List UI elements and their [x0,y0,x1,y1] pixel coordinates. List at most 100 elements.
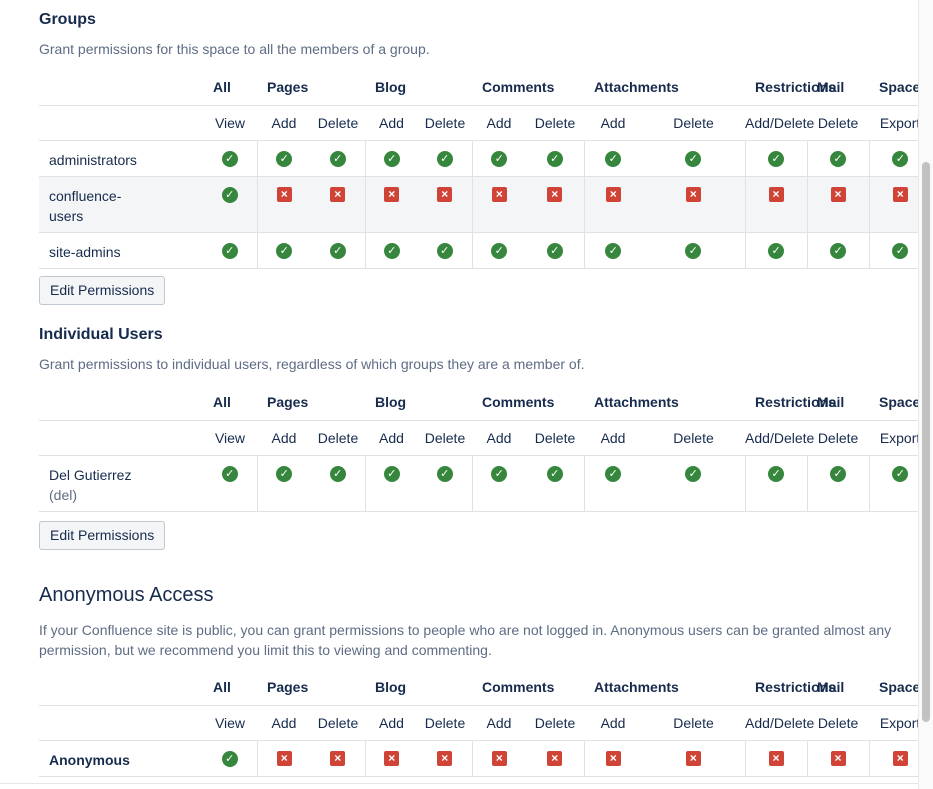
category-header-row: All Pages Blog Comments Attachments Restricti… [39,70,918,105]
permission-header-add: Add [472,104,527,140]
x-square-icon: × [384,187,400,203]
permission-header-view: View [203,419,257,455]
name-subheader [39,704,203,740]
scrollbar-thumb[interactable] [922,162,930,722]
permission-cell: × [471,175,527,232]
check-circle-icon: ✓ [329,242,346,259]
permission-cell: × [418,739,473,777]
category-header-mail: Mail [817,79,845,96]
check-circle-icon: ✓ [221,750,238,767]
permission-header-add: Add [365,704,418,740]
permission-header-add: Add [257,104,311,140]
permission-header-add-delete: Add/Delete [745,104,814,140]
check-circle-icon: ✓ [685,465,702,482]
check-circle-icon: ✓ [830,150,847,167]
permission-cell: ✓ [744,454,808,512]
permission-cell: ✓ [806,454,870,512]
permission-cell: × [418,175,473,232]
permission-header-delete: Delete [807,104,870,140]
entity-name-text: Anonymous [49,751,130,768]
check-circle-icon: ✓ [329,150,346,167]
x-square-icon: × [685,751,701,767]
permission-cell: ✓ [311,139,365,176]
x-square-icon: × [330,751,346,767]
x-square-icon: × [892,751,908,767]
permission-header-delete: Delete [418,419,473,455]
category-header-pages: Pages [267,79,309,96]
check-circle-icon: ✓ [383,242,400,259]
check-circle-icon: ✓ [892,150,909,167]
check-circle-icon: ✓ [276,150,293,167]
check-circle-icon: ✓ [546,465,563,482]
permission-cell: ✓ [203,139,257,176]
check-circle-icon: ✓ [436,242,453,259]
permission-cell: ✓ [256,231,311,269]
x-square-icon: × [685,187,701,203]
entity-name-text: administrators [49,151,137,168]
permission-cell: × [311,739,365,777]
check-circle-icon: ✓ [221,186,238,203]
groups-entity-name: administrators [39,139,203,176]
permission-cell: ✓ [806,139,870,176]
permission-cell: ✓ [471,139,527,176]
check-circle-icon: ✓ [491,465,508,482]
entity-name-line: users [49,207,84,224]
check-circle-icon: ✓ [383,465,400,482]
category-header-restrictions: Restrictions [755,394,836,411]
category-header-pages: Pages [267,679,309,696]
groups-heading: Groups [39,11,96,28]
vertical-scrollbar[interactable] [918,0,933,789]
check-circle-icon: ✓ [892,465,909,482]
x-square-icon: × [276,187,292,203]
x-square-icon: × [276,751,292,767]
category-header-space: Space [879,394,918,411]
check-circle-icon: ✓ [546,242,563,259]
permission-header-add: Add [584,104,643,140]
permission-cell: ✓ [256,139,311,176]
permission-cell: × [526,175,585,232]
entity-name-text: site-admins [49,243,121,260]
permission-cell: ✓ [364,231,418,269]
permission-cell: ✓ [471,454,527,512]
check-circle-icon: ✓ [892,242,909,259]
category-header-pages: Pages [267,394,309,411]
permission-header-add-delete: Add/Delete [745,704,814,740]
check-circle-icon: ✓ [768,150,785,167]
permission-cell: × [256,739,311,777]
check-circle-icon: ✓ [546,150,563,167]
check-circle-icon: ✓ [768,242,785,259]
x-square-icon: × [605,187,621,203]
category-header-blog: Blog [375,679,407,696]
category-header-row: All Pages Blog Comments Attachments Restricti… [39,670,918,705]
permission-cell: × [806,739,870,777]
permission-cell: ✓ [418,231,473,269]
groups-entity-name: site-admins [39,231,203,269]
permission-header-add: Add [472,704,527,740]
permission-cell: ✓ [418,454,473,512]
permission-header-delete: Delete [642,704,746,740]
permission-cell: ✓ [311,454,365,512]
name-column-header [39,70,203,105]
permission-cell: × [806,175,870,232]
permission-cell: ✓ [744,139,808,176]
category-header-all: All [213,79,231,96]
check-circle-icon: ✓ [276,242,293,259]
permission-header-delete: Delete [418,704,473,740]
groups-edit-permissions-button[interactable]: Edit Permissions [39,276,166,305]
groups-description: Grant permissions for this space to all … [39,41,430,57]
x-square-icon: × [892,187,908,203]
permission-cell: ✓ [526,231,585,269]
permission-cell: ✓ [868,454,918,512]
entity-name-line: confluence- [49,187,122,204]
permission-cell: ✓ [806,231,870,269]
permission-cell: × [364,739,418,777]
permission-cell: ✓ [364,454,418,512]
groups-permissions-table: All Pages Blog Comments Attachments Restricti… [39,70,918,269]
check-circle-icon: ✓ [491,150,508,167]
users-edit-permissions-button[interactable]: Edit Permissions [39,521,166,550]
name-subheader [39,104,203,140]
x-square-icon: × [330,187,346,203]
permission-cell: ✓ [868,231,918,269]
permission-header-add: Add [584,419,643,455]
permission-cell: × [526,739,585,777]
